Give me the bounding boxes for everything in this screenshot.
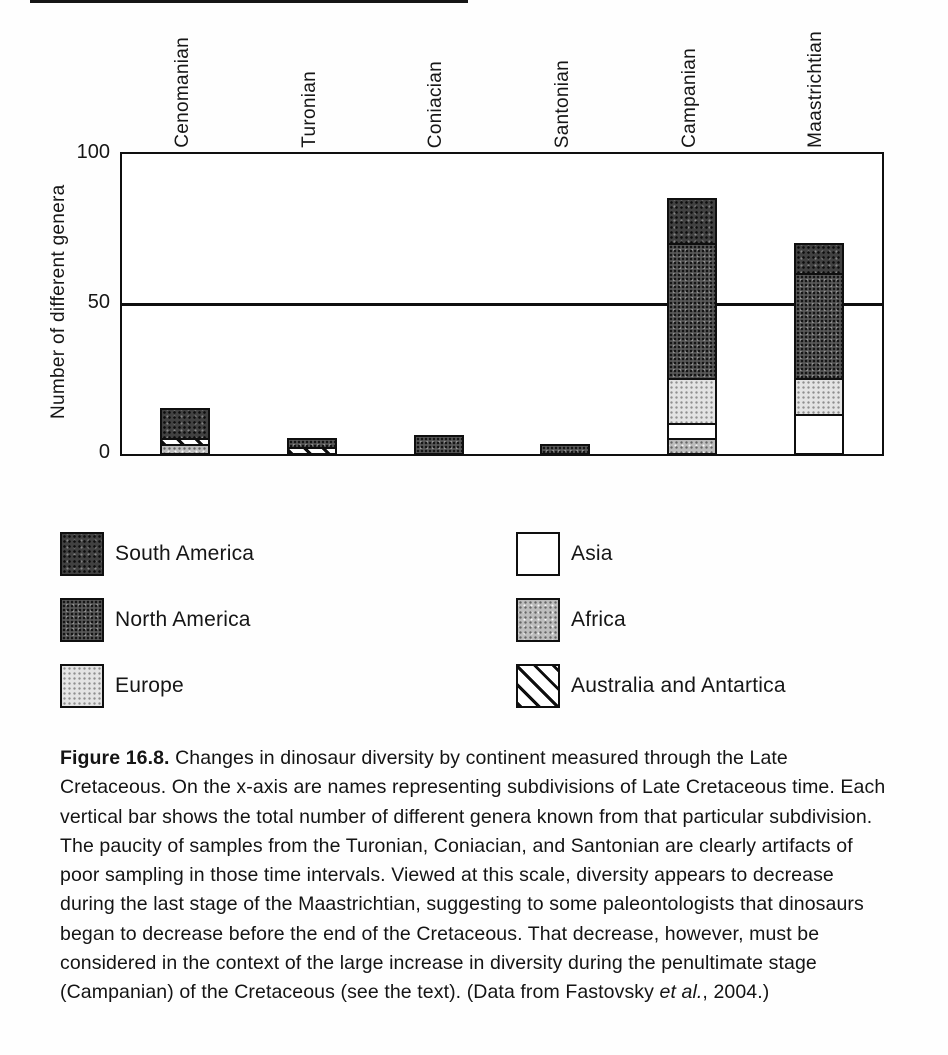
legend-item-north_america: North America (60, 598, 516, 642)
figure-caption: Figure 16.8. Changes in dinosaur diversi… (60, 744, 894, 1007)
legend-swatch-europe (60, 664, 104, 708)
bar-slot-santonian (502, 154, 629, 454)
legend-swatch-africa (516, 598, 560, 642)
figure-caption-suffix: , 2004.) (702, 981, 770, 1003)
legend-swatch-south_america (60, 532, 104, 576)
x-axis-label-coniacian: Coniacian (425, 60, 447, 148)
legend-item-europe: Europe (60, 664, 516, 708)
legend-item-asia: Asia (516, 532, 892, 576)
bar-segment-asia (668, 424, 717, 439)
figure-caption-etal: et al. (659, 981, 703, 1003)
bar-slot-maastrichtian (755, 154, 882, 454)
legend-item-africa: Africa (516, 598, 892, 642)
bar-segment-north_america (541, 445, 590, 454)
legend: South America Asia North America Africa Euro… (60, 532, 892, 708)
bar-segment-africa (161, 445, 210, 454)
legend-swatch-north_america (60, 598, 104, 642)
x-axis-label-slot: Turonian (247, 6, 374, 148)
bar-segment-north_america (668, 244, 717, 379)
bar-maastrichtian (794, 244, 843, 454)
bar-santonian (541, 445, 590, 454)
legend-label-australia_antartica: Australia and Antartica (571, 674, 786, 697)
y-axis-tick-50: 50 (87, 291, 110, 313)
figure-caption-body: Changes in dinosaur diversity by contine… (60, 747, 886, 1003)
reference-line-50 (122, 302, 882, 306)
x-axis-label-santonian: Santonian (551, 59, 573, 148)
bar-segment-south_america (668, 199, 717, 244)
y-axis-tick-100: 100 (76, 141, 110, 163)
legend-label-europe: Europe (115, 674, 184, 697)
bar-segment-africa (668, 439, 717, 454)
legend-swatch-australia_antartica (516, 664, 560, 708)
bar-slot-coniacian (375, 154, 502, 454)
bar-slot-campanian (629, 154, 756, 454)
bar-segment-europe (794, 379, 843, 415)
scan-artifact-line (30, 0, 468, 3)
legend-label-south_america: South America (115, 542, 255, 565)
legend-item-south_america: South America (60, 532, 516, 576)
x-axis-label-slot: Maastrichtian (753, 6, 880, 148)
bar-coniacian (414, 436, 463, 454)
x-axis-label-cenomanian: Cenomanian (171, 37, 193, 148)
bar-cenomanian (161, 409, 210, 454)
legend-label-north_america: North America (115, 608, 251, 631)
bar-segment-north_america (794, 274, 843, 379)
bar-segment-asia (794, 415, 843, 454)
bar-segment-australia_antartica (288, 448, 336, 454)
y-axis-tick-labels: 0 50 100 (56, 142, 110, 462)
bar-segment-australia_antartica (161, 439, 210, 445)
bar-slot-cenomanian (122, 154, 249, 454)
x-axis-label-slot: Cenomanian (120, 6, 247, 148)
x-axis-label-slot: Santonian (500, 6, 627, 148)
legend-swatch-asia (516, 532, 560, 576)
x-axis-label-slot: Coniacian (373, 6, 500, 148)
figure-caption-label: Figure 16.8. (60, 747, 170, 769)
legend-label-asia: Asia (571, 542, 613, 565)
y-axis-tick-0: 0 (98, 441, 110, 463)
bar-campanian (668, 199, 717, 454)
x-axis-label-turonian: Turonian (298, 71, 320, 148)
legend-item-australia_antartica: Australia and Antartica (516, 664, 892, 708)
x-axis-label-campanian: Campanian (678, 48, 700, 148)
x-axis-label-maastrichtian: Maastrichtian (805, 31, 827, 148)
bar-segment-europe (668, 379, 717, 424)
bar-slot-turonian (249, 154, 376, 454)
plot-area (120, 152, 884, 456)
bar-segment-south_america (794, 244, 843, 274)
bar-segment-south_america (161, 409, 210, 439)
bars-container (122, 154, 882, 454)
bar-turonian (288, 439, 336, 454)
x-axis-label-slot: Campanian (627, 6, 754, 148)
x-axis-labels: Cenomanian Turonian Coniacian Santonian Camp… (120, 6, 880, 148)
bar-segment-north_america (414, 436, 463, 454)
legend-label-africa: Africa (571, 608, 626, 631)
bar-segment-north_america (288, 439, 336, 448)
